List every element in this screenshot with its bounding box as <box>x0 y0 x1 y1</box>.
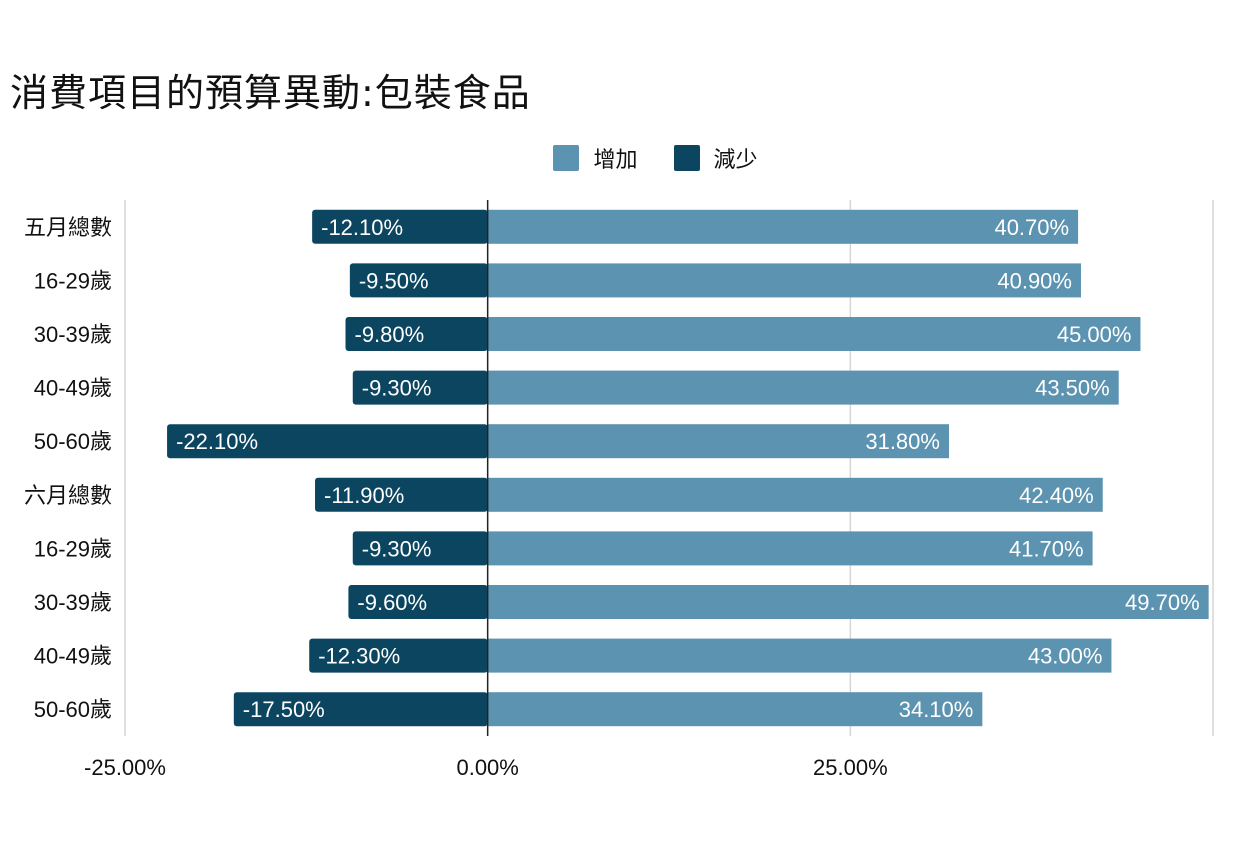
data-label-decrease: -9.50% <box>359 268 429 293</box>
category-label: 30-39歲 <box>34 322 112 347</box>
bar-decrease <box>349 263 488 298</box>
data-label-decrease: -9.60% <box>357 590 427 615</box>
legend-swatch-decrease <box>673 145 700 171</box>
bar-decrease <box>233 692 488 727</box>
bar-decrease <box>352 531 488 566</box>
data-label-decrease: -12.10% <box>321 215 403 240</box>
data-label-decrease: -9.80% <box>355 322 425 347</box>
bar-increase <box>487 263 1081 298</box>
legend-label-increase: 增加 <box>593 148 638 173</box>
bar-decrease <box>315 477 488 512</box>
category-label: 40-49歲 <box>34 376 112 401</box>
data-label-decrease: -12.30% <box>318 644 400 669</box>
bar-increase <box>487 638 1112 673</box>
bar-decrease <box>345 317 488 351</box>
bar-increase <box>487 477 1103 512</box>
category-label: 50-60歲 <box>34 429 112 454</box>
data-label-increase: 49.70% <box>1125 590 1200 615</box>
category-label: 50-60歲 <box>34 697 112 722</box>
data-label-increase: 45.00% <box>1057 322 1132 347</box>
data-label-increase: 43.50% <box>1035 376 1110 401</box>
legend: 增加 減少 <box>0 140 1241 176</box>
x-tick-label: 25.00% <box>813 755 888 780</box>
data-label-increase: 40.70% <box>994 215 1069 240</box>
data-label-increase: 40.90% <box>997 268 1072 293</box>
bar-increase <box>487 692 983 727</box>
bar-decrease <box>348 585 488 619</box>
bar-decrease <box>352 370 488 405</box>
bar-increase <box>487 209 1079 244</box>
data-label-decrease: -9.30% <box>362 376 432 401</box>
bar-decrease <box>312 209 488 244</box>
bar-increase <box>487 531 1093 566</box>
category-label: 五月總數 <box>24 215 112 240</box>
bar-increase <box>487 370 1119 405</box>
data-label-increase: 43.00% <box>1028 644 1103 669</box>
bar-increase <box>487 585 1209 619</box>
data-label-increase: 34.10% <box>899 697 974 722</box>
category-label: 六月總數 <box>24 483 112 508</box>
legend-item-increase: 增加 <box>553 142 638 174</box>
x-tick-label: 0.00% <box>456 755 518 780</box>
bar-increase <box>487 317 1141 351</box>
data-label-increase: 41.70% <box>1009 536 1084 561</box>
legend-item-decrease: 減少 <box>673 142 758 174</box>
bar-increase <box>487 424 949 459</box>
x-tick-label: -25.00% <box>84 755 166 780</box>
data-label-decrease: -11.90% <box>324 483 404 508</box>
legend-label-decrease: 減少 <box>713 148 758 173</box>
data-label-decrease: -9.30% <box>362 536 432 561</box>
chart-title: 消費項目的預算異動:包裝食品 <box>10 71 531 115</box>
category-label: 16-29歲 <box>34 268 112 293</box>
data-label-decrease: -22.10% <box>176 429 258 454</box>
data-label-decrease: -17.50% <box>243 697 325 722</box>
bar-decrease <box>167 424 488 459</box>
category-label: 30-39歲 <box>34 590 112 615</box>
legend-swatch-increase <box>553 145 580 171</box>
data-label-increase: 42.40% <box>1019 483 1094 508</box>
category-label: 16-29歲 <box>34 536 112 561</box>
category-label: 40-49歲 <box>34 644 112 669</box>
data-label-increase: 31.80% <box>865 429 940 454</box>
bar-decrease <box>309 638 488 673</box>
